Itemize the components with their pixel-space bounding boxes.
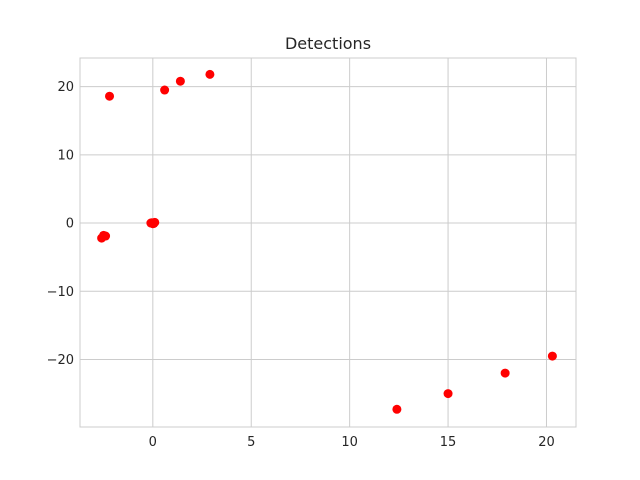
- data-point: [443, 389, 453, 399]
- plot-frame: [79, 57, 577, 428]
- data-point: [160, 85, 170, 95]
- y-tick-label: −20: [47, 353, 74, 368]
- grid-lines: [80, 58, 576, 427]
- data-point: [105, 91, 115, 101]
- data-point: [101, 231, 111, 241]
- x-axis-ticks: 0 5 10 15 20: [149, 435, 555, 450]
- x-tick-label: 0: [149, 435, 157, 450]
- data-point: [147, 218, 157, 228]
- x-tick-label: 20: [538, 435, 555, 450]
- y-tick-label: 10: [57, 148, 74, 163]
- y-tick-label: −10: [47, 285, 74, 300]
- x-tick-label: 10: [341, 435, 358, 450]
- y-tick-label: 0: [66, 217, 74, 232]
- data-point: [547, 351, 557, 361]
- x-tick-label: 5: [247, 435, 255, 450]
- data-points: [97, 69, 557, 414]
- y-axis-ticks: −20 −10 0 10 20: [47, 80, 74, 368]
- data-point: [500, 368, 510, 378]
- data-point: [175, 76, 185, 86]
- data-point: [392, 404, 402, 414]
- x-tick-label: 15: [440, 435, 457, 450]
- chart-title: Detections: [285, 34, 371, 53]
- data-point: [205, 69, 215, 79]
- y-tick-label: 20: [57, 80, 74, 95]
